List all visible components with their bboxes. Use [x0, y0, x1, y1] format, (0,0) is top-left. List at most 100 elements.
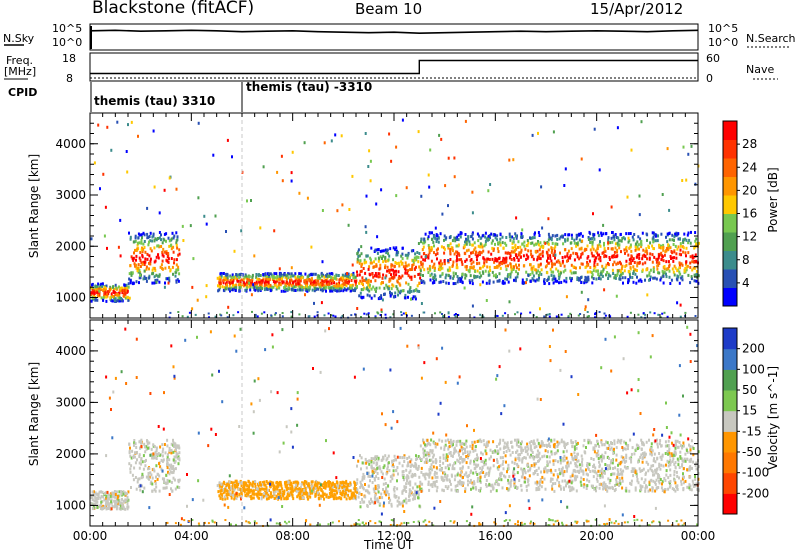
- echo-cell: [572, 271, 575, 275]
- echo-cell: [242, 488, 245, 492]
- echo-cell: [691, 254, 694, 258]
- echo-cell: [238, 275, 241, 279]
- echo-cell: [110, 292, 113, 296]
- echo-cell: [154, 237, 157, 241]
- echo-cell: [172, 465, 175, 468]
- echo-cell: [136, 269, 139, 273]
- echo-cell: [168, 239, 171, 243]
- echo-cell: [274, 280, 277, 284]
- echo-cell: [222, 281, 225, 285]
- echo-cell: [402, 265, 405, 269]
- echo-cell: [296, 279, 299, 283]
- echo-cell: [447, 311, 450, 315]
- echo-cell: [397, 293, 399, 297]
- echo-cell: [602, 232, 605, 236]
- echo-cell: [174, 274, 177, 278]
- echo-cell: [231, 485, 234, 489]
- echo-cell: [364, 271, 367, 275]
- echo-cell: [249, 283, 252, 287]
- echo-cell: [455, 259, 458, 263]
- echo-cell: [619, 270, 622, 274]
- echo-cell: [393, 274, 396, 278]
- echo-cell: [368, 491, 371, 495]
- echo-cell: [632, 257, 635, 261]
- echo-cell: [115, 293, 118, 297]
- echo-cell: [412, 493, 415, 497]
- echo-cell: [507, 264, 509, 268]
- echo-cell: [339, 288, 342, 292]
- echo-cell: [317, 481, 320, 485]
- echo-cell: [433, 244, 435, 248]
- echo-cell: [422, 258, 425, 262]
- echo-cell: [605, 254, 608, 258]
- echo-cell: [318, 496, 321, 500]
- echo-cell: [447, 315, 450, 318]
- echo-cell: [586, 276, 588, 280]
- echo-cell: [407, 290, 409, 294]
- echo-cell: [510, 258, 513, 261]
- echo-cell: [311, 485, 314, 489]
- echo-cell: [441, 272, 444, 276]
- echo-cell: [660, 276, 663, 280]
- echo-cell: [612, 467, 614, 470]
- echo-cell: [146, 257, 149, 261]
- echo-cell: [510, 270, 513, 274]
- echo-cell: [392, 462, 394, 466]
- echo-cell: [560, 487, 562, 491]
- echo-cell: [404, 268, 407, 272]
- echo-cell: [235, 283, 238, 287]
- echo-cell: [606, 271, 609, 274]
- echo-cell: [392, 272, 395, 276]
- echo-cell: [554, 253, 557, 257]
- echo-cell: [172, 450, 175, 454]
- echo-cell: [400, 289, 402, 293]
- echo-cell: [591, 254, 594, 258]
- echo-cell: [485, 479, 488, 482]
- echo-cell: [461, 275, 463, 279]
- echo-cell: [546, 271, 549, 275]
- echo-cell: [339, 481, 342, 485]
- echo-cell: [374, 499, 377, 503]
- echo-cell: [684, 311, 687, 314]
- echo-cell: [543, 444, 546, 447]
- echo-cell: [515, 247, 518, 251]
- echo-cell: [651, 260, 654, 264]
- echo-cell: [496, 451, 499, 455]
- echo-cell: [675, 231, 678, 235]
- echo-cell: [395, 468, 398, 472]
- echo-cell: [499, 237, 502, 241]
- echo-cell: [468, 240, 471, 244]
- echo-cell: [508, 449, 511, 453]
- echo-cell: [458, 258, 461, 262]
- echo-cell: [103, 498, 106, 502]
- echo-cell: [501, 262, 504, 266]
- echo-cell: [219, 272, 222, 276]
- echo-cell: [138, 440, 141, 444]
- echo-cell: [372, 457, 375, 461]
- echo-cell: [241, 486, 244, 490]
- echo-cell: [148, 475, 151, 479]
- echo-cell: [348, 497, 351, 501]
- echo-cell: [257, 287, 260, 290]
- echo-cell: [217, 289, 220, 293]
- echo-cell: [304, 487, 307, 491]
- echo-cell: [149, 471, 152, 475]
- echo-cell: [168, 446, 171, 450]
- echo-cell: [313, 301, 315, 305]
- echo-cell: [578, 257, 581, 261]
- echo-cell: [489, 269, 492, 272]
- echo-cell: [114, 493, 117, 496]
- echo-cell: [104, 288, 107, 292]
- echo-cell: [430, 272, 433, 276]
- echo-cell: [404, 253, 407, 257]
- echo-cell: [381, 472, 384, 476]
- echo-cell: [224, 487, 227, 491]
- echo-cell: [539, 245, 542, 249]
- echo-cell: [354, 279, 357, 283]
- echo-cell: [448, 441, 451, 445]
- echo-cell: [341, 276, 344, 280]
- echo-cell: [621, 264, 624, 268]
- echo-cell: [167, 281, 170, 285]
- echo-cell: [128, 277, 131, 281]
- echo-cell: [285, 485, 288, 489]
